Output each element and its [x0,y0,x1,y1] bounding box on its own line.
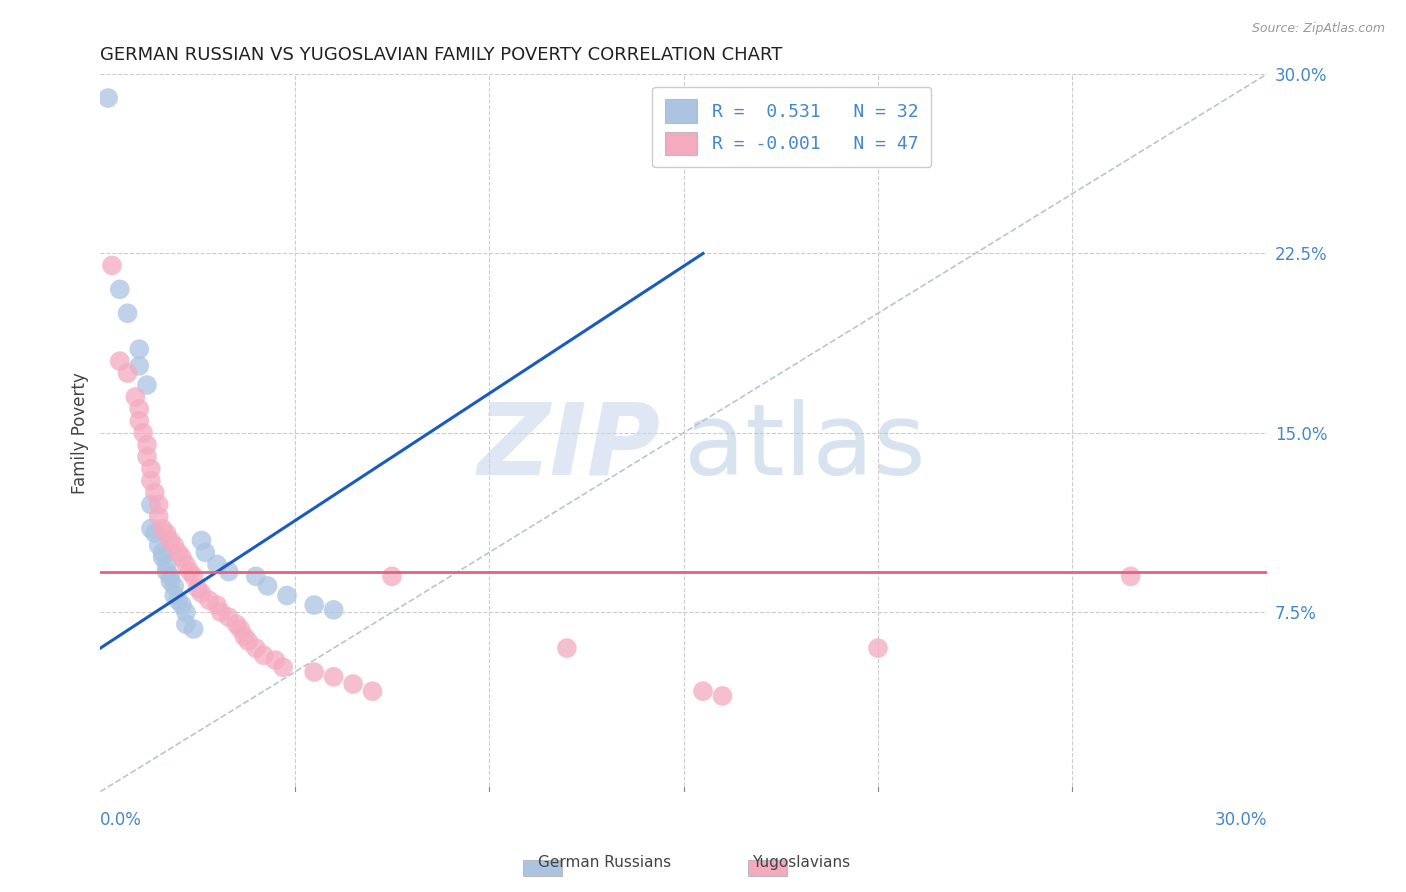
Point [108,282,131,296]
Point [124,390,146,404]
Text: GERMAN RUSSIAN VS YUGOSLAVIAN FAMILY POVERTY CORRELATION CHART: GERMAN RUSSIAN VS YUGOSLAVIAN FAMILY POV… [100,46,783,64]
Point [245,641,267,656]
Point [170,598,193,612]
Point [152,522,174,536]
Point [866,641,889,656]
Point [159,569,181,583]
Point [322,603,344,617]
Point [139,498,162,512]
Point [264,653,287,667]
Text: atlas: atlas [683,399,925,496]
Point [361,684,384,698]
Point [170,550,193,565]
Point [174,558,197,572]
Point [148,498,170,512]
Point [183,569,205,583]
Point [190,586,212,600]
Point [711,689,734,703]
Point [101,259,124,273]
Point [218,565,240,579]
Point [167,593,190,607]
Point [155,558,177,572]
Point [190,533,212,548]
Point [163,538,186,552]
Point [342,677,364,691]
Point [225,617,247,632]
Point [205,558,228,572]
Point [136,438,159,452]
Point [187,582,209,596]
Point [256,579,278,593]
Point [302,598,325,612]
Point [139,474,162,488]
Point [152,550,174,565]
Point [108,354,131,368]
Point [97,91,120,105]
Point [128,359,150,373]
Point [143,526,166,541]
Point [159,533,181,548]
Text: German Russians: German Russians [538,855,671,870]
Point [276,589,298,603]
Point [198,593,221,607]
Point [236,634,259,648]
Point [163,579,186,593]
Point [271,660,294,674]
Point [381,569,404,583]
Point [179,565,201,579]
Text: ZIP: ZIP [477,399,661,496]
Point [152,545,174,559]
Legend: R =  0.531   N = 32, R = -0.001   N = 47: R = 0.531 N = 32, R = -0.001 N = 47 [652,87,931,168]
Point [555,641,578,656]
Text: Yugoslavians: Yugoslavians [752,855,851,870]
Point [302,665,325,679]
Point [117,306,139,320]
Text: Source: ZipAtlas.com: Source: ZipAtlas.com [1251,22,1385,36]
Point [148,509,170,524]
Point [233,629,256,643]
Point [1119,569,1142,583]
Text: 0.0%: 0.0% [100,811,142,829]
Point [148,538,170,552]
Point [136,378,159,392]
Point [143,485,166,500]
Point [205,598,228,612]
Point [117,366,139,380]
Point [253,648,276,663]
Point [155,565,177,579]
Text: 30.0%: 30.0% [1215,811,1267,829]
Point [132,425,155,440]
Point [155,526,177,541]
Point [229,622,252,636]
Point [128,342,150,356]
Point [174,617,197,632]
Point [194,545,217,559]
Point [322,670,344,684]
Point [174,605,197,619]
Point [218,610,240,624]
Point [139,522,162,536]
Point [128,414,150,428]
Point [139,461,162,475]
Point [136,450,159,464]
Point [209,605,232,619]
Point [183,622,205,636]
Point [128,401,150,416]
Point [163,589,186,603]
Point [692,684,714,698]
Y-axis label: Family Poverty: Family Poverty [72,372,89,494]
Point [167,545,190,559]
Point [159,574,181,589]
Point [245,569,267,583]
